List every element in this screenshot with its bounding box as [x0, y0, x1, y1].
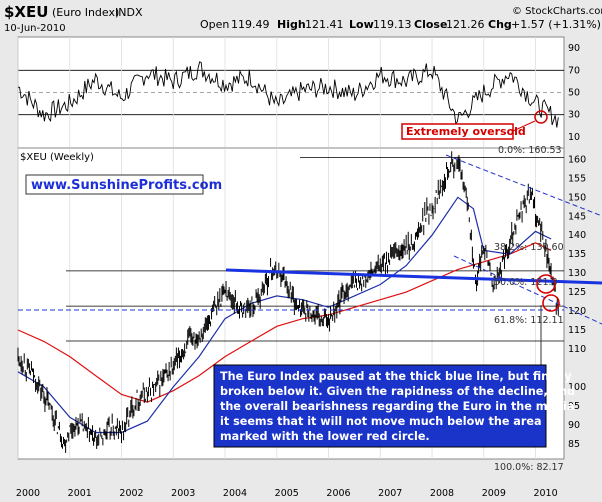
upper-red-circle — [536, 274, 556, 294]
rsi-tick-label: 90 — [568, 43, 580, 54]
open-label: Open — [200, 18, 229, 31]
price-tick-label: 115 — [568, 325, 586, 336]
year-label: 2007 — [378, 488, 402, 499]
oversold-arrow — [512, 120, 536, 132]
rsi-ticks: 90 70 50 30 10 — [568, 43, 580, 143]
price-tick-label: 100 — [568, 382, 586, 393]
high-value: 121.41 — [305, 18, 344, 31]
year-label: 2000 — [16, 488, 40, 499]
fib-label-50: 50.0%: 121.3 — [494, 277, 558, 288]
close-value: 121.26 — [446, 18, 485, 31]
open-value: 119.49 — [231, 18, 270, 31]
callout-line-3: the overall bearishness regarding the Eu… — [220, 400, 574, 413]
rsi-oversold-circle — [534, 110, 548, 124]
callout-box — [213, 364, 547, 448]
year-label: 2004 — [223, 488, 247, 499]
year-label: 2002 — [119, 488, 143, 499]
rsi-tick-label: 70 — [568, 65, 580, 76]
price-tick-label: 140 — [568, 230, 586, 241]
callout-line-2: broken below it. Given the rapidness of … — [220, 385, 575, 398]
oversold-box — [401, 123, 514, 140]
ma-long-line — [17, 242, 552, 403]
price-bars — [17, 151, 559, 453]
price-tick-label: 150 — [568, 192, 586, 203]
callout-line-4: it seems that it will not move much belo… — [220, 415, 542, 428]
year-label: 2001 — [68, 488, 92, 499]
price-panel-label: $XEU (Weekly) — [20, 152, 94, 163]
price-tick-label: 110 — [568, 344, 586, 355]
year-label: 2008 — [430, 488, 454, 499]
high-label: High — [277, 18, 306, 31]
chart-date: 10-Jun-2010 — [4, 23, 66, 34]
brand: © StockCharts.com — [512, 6, 602, 17]
upper-channel-line — [445, 154, 602, 217]
rsi-grid — [18, 69, 564, 116]
site-url: www.SunshineProfits.com — [31, 178, 222, 193]
price-tick-label: 130 — [568, 268, 586, 279]
callout-line-1: The Euro Index paused at the thick blue … — [220, 370, 572, 383]
year-label: 2009 — [482, 488, 506, 499]
price-tick-label: 145 — [568, 211, 586, 222]
rsi-tick-label: 30 — [568, 110, 580, 121]
year-label: 2010 — [533, 488, 557, 499]
fib-label-100: 100.0%: 82.17 — [494, 462, 564, 473]
low-label: Low — [349, 18, 374, 31]
price-tick-label: 135 — [568, 249, 586, 260]
price-ticks: 160 155 150 145 140 135 130 125 120 115 110 100 95 90… — [568, 154, 586, 449]
price-tick-label: 90 — [568, 420, 580, 431]
price-tick-label: 85 — [568, 439, 580, 450]
price-tick-label: 155 — [568, 173, 586, 184]
lower-red-circle — [542, 294, 560, 312]
symbol: $XEU — [4, 3, 48, 21]
x-axis-ticks: 2000 2001 2002 2003 2004 2005 2006 2007 2008 2009… — [16, 488, 558, 499]
rsi-tick-label: 10 — [568, 132, 580, 143]
rsi-line — [17, 61, 559, 128]
exchange: INDX — [115, 6, 143, 19]
url-box — [25, 174, 204, 195]
price-tick-label: 160 — [568, 154, 586, 165]
low-value: 119.13 — [373, 18, 412, 31]
year-label: 2005 — [275, 488, 299, 499]
fib-label-382: 38.2%: 130.60 — [494, 242, 564, 253]
oversold-annotation: Extremely oversold — [406, 125, 526, 138]
price-tick-label: 95 — [568, 401, 580, 412]
year-label: 2003 — [171, 488, 195, 499]
fib-label-0: 0.0%: 160.53 — [498, 145, 562, 156]
price-tick-label: 120 — [568, 306, 586, 317]
rsi-tick-label: 50 — [568, 88, 580, 99]
index-name: (Euro Index) — [52, 6, 119, 19]
year-label: 2006 — [326, 488, 350, 499]
price-tick-label: 125 — [568, 287, 586, 298]
callout-line-5: marked with the lower red circle. — [220, 430, 430, 443]
trend-line — [225, 268, 602, 285]
chg-value: +1.57 (+1.31%) — [511, 18, 601, 31]
fib-label-618: 61.8%: 112.11 — [494, 315, 564, 326]
lower-channel-line — [453, 255, 602, 325]
close-label: Close — [414, 18, 447, 31]
chg-label: Chg — [488, 18, 512, 31]
